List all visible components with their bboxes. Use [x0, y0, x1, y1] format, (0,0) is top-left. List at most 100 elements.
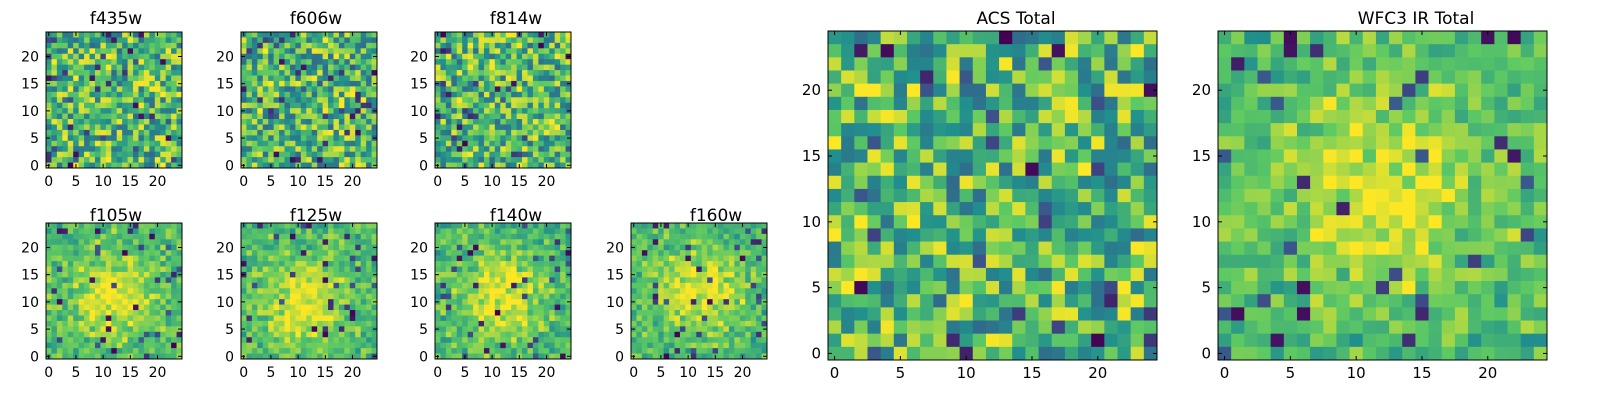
heatmap-cell-11-24 — [300, 32, 307, 38]
heatmap-cell-1-18 — [841, 109, 855, 124]
heatmap-cell-6-10 — [467, 299, 474, 305]
heatmap-cell-0-22 — [435, 42, 441, 49]
heatmap-cell-15-8 — [322, 119, 329, 125]
heatmap-cell-21-7 — [549, 315, 556, 322]
heatmap-cell-13-16 — [505, 266, 512, 273]
heatmap-cell-12-22 — [985, 57, 1000, 71]
heatmap-cell-12-12 — [985, 188, 1000, 203]
heatmap-cell-13-16 — [116, 75, 123, 82]
heatmap-cell-0-6 — [241, 129, 247, 136]
heatmap-cell-2-1 — [445, 157, 452, 163]
heatmap-cell-16-16 — [718, 266, 724, 273]
heatmap-cell-2-21 — [251, 48, 258, 55]
x-tick-label: 0 — [239, 365, 248, 381]
heatmap-cell-15-14 — [127, 277, 134, 284]
heatmap-cell-23-3 — [560, 337, 566, 344]
heatmap-cell-17-12 — [527, 288, 534, 295]
heatmap-cell-16-13 — [522, 282, 528, 289]
heatmap-cell-16-9 — [328, 113, 334, 120]
heatmap-cell-15-15 — [322, 271, 329, 278]
heatmap-cell-22-3 — [750, 337, 757, 344]
heatmap-cell-11-5 — [300, 135, 307, 142]
heatmap-cell-18-17 — [338, 261, 345, 267]
heatmap-cell-7-8 — [473, 310, 479, 316]
heatmap-cell-21-1 — [549, 348, 556, 354]
heatmap-cell-22-9 — [165, 304, 172, 311]
heatmap-cell-9-3 — [483, 337, 490, 344]
heatmap-cell-9-12 — [946, 188, 960, 203]
heatmap-cell-22-24 — [554, 32, 561, 38]
heatmap-cell-14-19 — [122, 250, 128, 257]
heatmap-cell-23-19 — [366, 250, 372, 257]
heatmap-cell-24-22 — [176, 233, 183, 240]
heatmap-cell-20-15 — [543, 271, 550, 278]
heatmap-cell-15-1 — [127, 157, 134, 163]
heatmap-cell-10-16 — [100, 266, 107, 273]
heatmap-cell-4-20 — [262, 53, 269, 60]
heatmap-cell-16-7 — [328, 315, 334, 322]
heatmap-cell-14-7 — [707, 315, 713, 322]
heatmap-cell-5-15 — [268, 80, 275, 87]
heatmap-cell-0-6 — [46, 320, 52, 327]
heatmap-cell-15-16 — [127, 75, 134, 82]
heatmap-cell-16-3 — [328, 337, 334, 344]
heatmap-cell-17-5 — [333, 326, 340, 333]
heatmap-cell-18-7 — [143, 124, 150, 131]
heatmap-cell-6-18 — [273, 64, 280, 71]
heatmap-cell-5-11 — [462, 293, 469, 300]
heatmap-cell-20-11 — [349, 102, 356, 109]
heatmap-cell-4-20 — [652, 244, 659, 251]
heatmap-cell-18-11 — [143, 102, 150, 109]
heatmap-cell-5-13 — [462, 282, 469, 289]
heatmap-cell-1-3 — [51, 337, 58, 344]
heatmap-cell-18-15 — [532, 80, 539, 87]
heatmap-cell-3-23 — [257, 37, 264, 44]
heatmap-cell-3-15 — [451, 271, 458, 278]
heatmap-cell-1-22 — [246, 42, 253, 49]
heatmap-cell-3-14 — [257, 277, 264, 284]
heatmap-cell-10-9 — [295, 304, 302, 311]
heatmap-cell-6-22 — [78, 233, 85, 240]
heatmap-cell-9-0 — [679, 353, 686, 360]
heatmap-cell-2-23 — [641, 228, 648, 235]
heatmap-cell-16-13 — [133, 91, 139, 98]
heatmap-cell-4-23 — [880, 44, 895, 58]
heatmap-cell-12-1 — [500, 348, 507, 354]
heatmap-cell-13-10 — [999, 215, 1013, 229]
heatmap-cell-16-2 — [328, 342, 334, 349]
heatmap-cell-19-11 — [149, 293, 156, 300]
heatmap-cell-4-3 — [456, 146, 463, 153]
heatmap-cell-20-17 — [154, 70, 161, 76]
heatmap-cell-17-19 — [1051, 96, 1066, 111]
heatmap-cell-19-17 — [149, 70, 156, 76]
heatmap-cell-8-5 — [478, 326, 485, 333]
heatmap-cell-15-23 — [516, 228, 523, 235]
heatmap-cell-10-5 — [100, 135, 107, 142]
heatmap-cell-1-2 — [246, 342, 253, 349]
heatmap-cell-19-19 — [538, 59, 545, 66]
heatmap-cell-18-9 — [143, 113, 150, 120]
heatmap-cell-19-15 — [1078, 149, 1092, 163]
heatmap-cell-2-1 — [56, 157, 63, 163]
heatmap-cell-4-1 — [262, 157, 269, 163]
heatmap-cell-18-0 — [728, 353, 735, 360]
heatmap-cell-13-11 — [311, 293, 318, 300]
heatmap-cell-12-23 — [500, 37, 507, 44]
heatmap-cell-2-17 — [445, 70, 452, 76]
heatmap-cell-18-16 — [532, 75, 539, 82]
heatmap-cell-20-3 — [543, 337, 550, 344]
heatmap-cell-13-15 — [505, 80, 512, 87]
heatmap-cell-7-19 — [473, 59, 479, 66]
heatmap-cell-9-7 — [94, 315, 101, 322]
heatmap-cell-3-18 — [257, 255, 264, 262]
heatmap-cell-18-22 — [338, 233, 345, 240]
heatmap-cell-15-17 — [516, 261, 523, 267]
heatmap-cell-23-6 — [560, 320, 566, 327]
heatmap-cell-8-1 — [478, 348, 485, 354]
heatmap-cell-23-21 — [756, 239, 762, 246]
heatmap-cell-8-13 — [478, 282, 485, 289]
heatmap-cell-5-18 — [268, 64, 275, 71]
heatmap-cell-21-24 — [745, 223, 752, 229]
heatmap-cell-15-19 — [322, 59, 329, 66]
heatmap-cell-15-15 — [516, 80, 523, 87]
